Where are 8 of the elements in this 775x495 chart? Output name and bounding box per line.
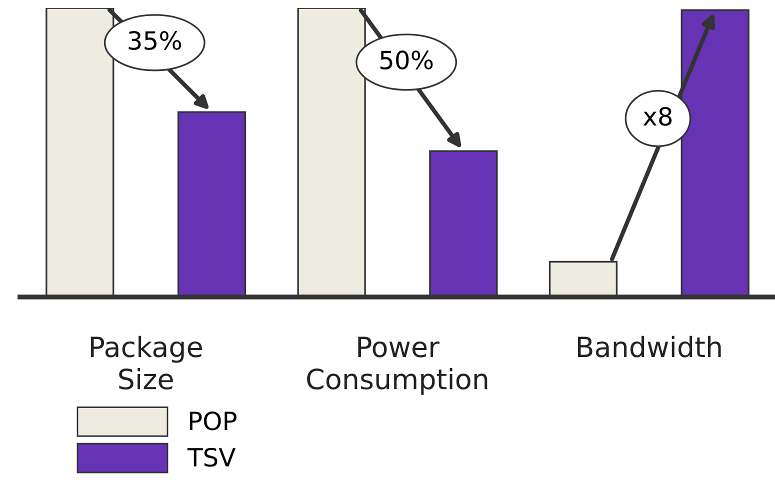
annotation: x8 xyxy=(643,106,672,126)
annotation: 35% xyxy=(128,31,182,50)
x-tick-label: Bandwidth xyxy=(578,336,721,358)
x-tick-label: Power Consumption xyxy=(307,336,488,395)
x-tick-label: Package Size xyxy=(90,336,202,390)
annotation: 50% xyxy=(380,50,433,70)
legend-label: POP xyxy=(190,411,236,430)
legend-label: TSV xyxy=(187,448,236,467)
